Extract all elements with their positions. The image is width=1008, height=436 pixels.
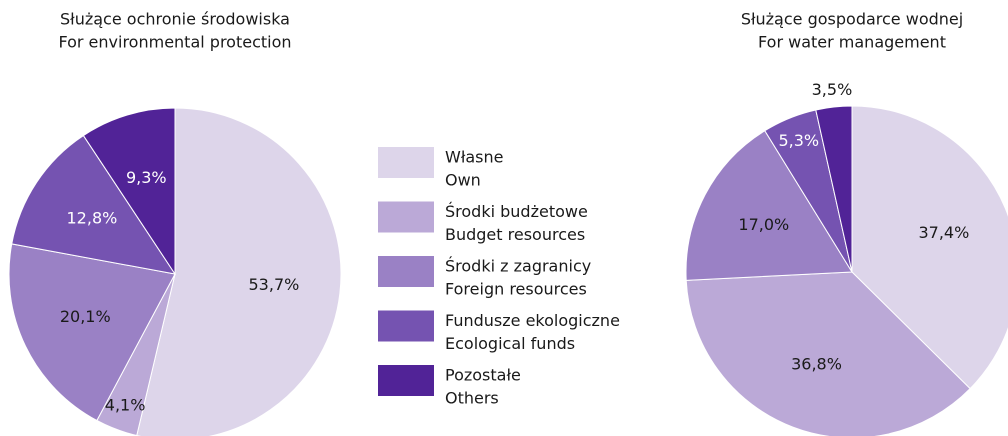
data-label: 37,4% xyxy=(918,223,969,242)
legend-sublabel: Budget resources xyxy=(445,225,585,244)
legend-swatch xyxy=(378,201,434,233)
legend-label: Pozostałe xyxy=(445,366,521,385)
chart-title: Służące gospodarce wodnej xyxy=(741,10,963,29)
chart-subtitle: For environmental protection xyxy=(58,33,291,52)
data-label: 17,0% xyxy=(738,215,789,234)
data-label: 5,3% xyxy=(778,131,819,150)
legend-swatch xyxy=(378,365,434,396)
data-label: 53,7% xyxy=(249,275,300,294)
pie-slice xyxy=(8,243,176,422)
pie-slice xyxy=(851,105,1008,390)
legend-label: Własne xyxy=(445,148,504,167)
legend-sublabel: Ecological funds xyxy=(445,334,575,353)
pie-slice xyxy=(82,107,176,276)
data-label: 9,3% xyxy=(126,168,167,187)
pie-slice xyxy=(136,107,342,436)
legend-label: Środki budżetowe xyxy=(445,202,588,221)
pie-slice xyxy=(685,271,971,436)
legend-sublabel: Own xyxy=(445,171,481,190)
data-label: 36,8% xyxy=(791,355,842,374)
legend-sublabel: Others xyxy=(445,389,499,408)
data-label: 12,8% xyxy=(67,209,118,228)
legend-swatch xyxy=(378,147,434,178)
pie-slice xyxy=(11,134,177,275)
chart-title: Służące ochronie środowiska xyxy=(60,10,290,29)
pie-slice xyxy=(815,105,853,273)
legend-sublabel: Foreign resources xyxy=(445,280,587,299)
legend-swatch xyxy=(378,310,434,342)
data-label: 4,1% xyxy=(105,395,146,414)
legend-label: Środki z zagranicy xyxy=(445,257,591,276)
chart-subtitle: For water management xyxy=(758,33,946,52)
legend-label: Fundusze ekologiczne xyxy=(445,311,620,330)
pie-slice xyxy=(685,130,853,281)
data-label: 20,1% xyxy=(60,307,111,326)
data-label: 3,5% xyxy=(812,80,853,99)
legend-swatch xyxy=(378,256,434,287)
